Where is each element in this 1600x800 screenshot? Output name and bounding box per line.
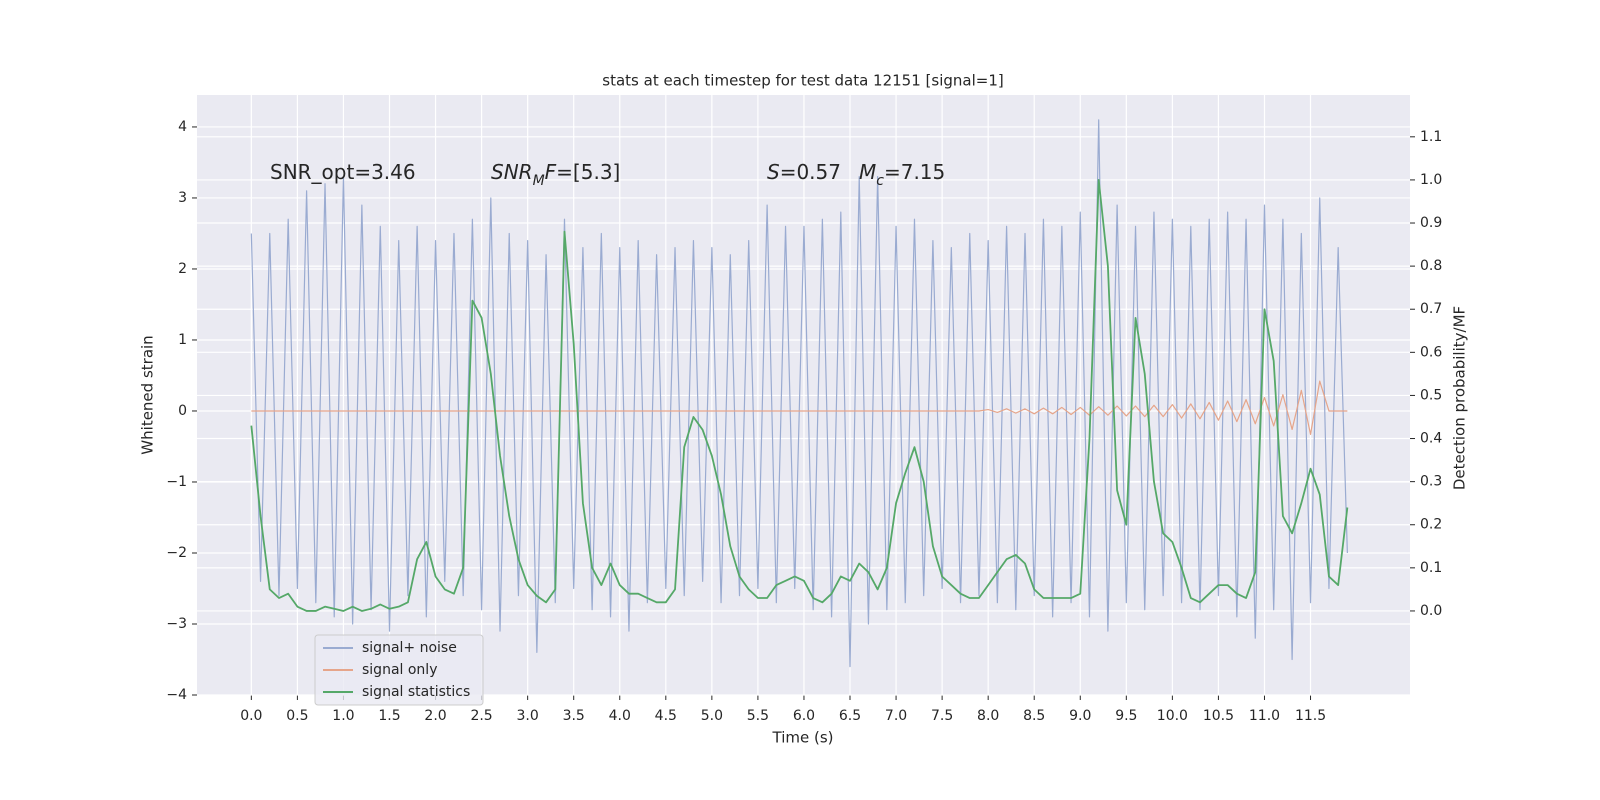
annotation: SNRMF=[5.3] bbox=[491, 160, 620, 190]
x-tick-label: 1.5 bbox=[378, 708, 400, 724]
series-line bbox=[251, 380, 1348, 436]
legend-label: signal+ noise bbox=[362, 640, 457, 656]
x-tick-label: 7.5 bbox=[931, 708, 953, 724]
x-tick-label: 3.0 bbox=[517, 708, 539, 724]
annotation: SNR_opt=3.46 bbox=[270, 160, 416, 184]
y-tick-label: −1 bbox=[166, 474, 187, 490]
y2-tick-label: 0.8 bbox=[1420, 258, 1442, 274]
y2-tick-label: 0.1 bbox=[1420, 560, 1442, 576]
x-tick-label: 1.0 bbox=[332, 708, 354, 724]
x-tick-label: 2.0 bbox=[424, 708, 446, 724]
x-tick-label: 7.0 bbox=[885, 708, 907, 724]
annotation-part: M bbox=[533, 173, 545, 189]
x-tick-label: 0.0 bbox=[240, 708, 262, 724]
x-tick-label: 0.5 bbox=[286, 708, 308, 724]
x-tick-label: 6.0 bbox=[793, 708, 815, 724]
series-line bbox=[250, 179, 1349, 612]
x-tick-label: 4.5 bbox=[655, 708, 677, 724]
x-tick-label: 4.0 bbox=[609, 708, 631, 724]
y2-tick-label: 0.5 bbox=[1420, 387, 1442, 403]
y2-tick-label: 0.9 bbox=[1420, 215, 1442, 231]
x-tick-label: 2.5 bbox=[470, 708, 492, 724]
y-tick-label: −4 bbox=[166, 687, 187, 703]
x-tick-label: 8.0 bbox=[977, 708, 999, 724]
legend-label: signal statistics bbox=[362, 684, 470, 700]
y2-tick-label: 0.0 bbox=[1420, 603, 1442, 619]
annotation-part: c bbox=[876, 173, 884, 189]
series-line bbox=[250, 119, 1348, 668]
y-axis-label: Whitened strain bbox=[139, 335, 157, 454]
y2-tick-label: 1.1 bbox=[1420, 129, 1442, 145]
y2-tick-label: 1.0 bbox=[1420, 172, 1442, 188]
annotation: Mc=7.15 bbox=[859, 160, 945, 190]
x-tick-label: 9.5 bbox=[1115, 708, 1137, 724]
chart-title: stats at each timestep for test data 121… bbox=[602, 72, 1003, 90]
annotation-part: =[5.3] bbox=[556, 160, 620, 184]
x-tick-label: 10.0 bbox=[1157, 708, 1188, 724]
annotation-part: F bbox=[545, 160, 557, 184]
y2-tick-label: 0.3 bbox=[1420, 474, 1442, 490]
annotation-part: S bbox=[767, 160, 780, 184]
legend-box bbox=[314, 634, 484, 706]
annotation-part: SNR bbox=[491, 160, 533, 184]
y2-tick-label: 0.2 bbox=[1420, 517, 1442, 533]
legend-label: signal only bbox=[362, 662, 437, 678]
x-tick-label: 10.5 bbox=[1203, 708, 1234, 724]
y-tick-label: 2 bbox=[178, 261, 187, 277]
x-tick-label: 11.5 bbox=[1295, 708, 1326, 724]
annotation-part: =0.57 bbox=[780, 160, 841, 184]
y-tick-label: 4 bbox=[178, 119, 187, 135]
annotation: S=0.57 bbox=[767, 160, 841, 184]
annotation-part: SNR_opt=3.46 bbox=[270, 160, 416, 184]
x-tick-label: 3.5 bbox=[563, 708, 585, 724]
y-tick-label: 1 bbox=[178, 332, 187, 348]
y-tick-label: 0 bbox=[178, 403, 187, 419]
annotation-part: =7.15 bbox=[884, 160, 945, 184]
x-tick-label: 5.5 bbox=[747, 708, 769, 724]
y2-tick-label: 0.7 bbox=[1420, 301, 1442, 317]
x-tick-label: 6.5 bbox=[839, 708, 861, 724]
y-tick-label: −3 bbox=[166, 616, 187, 632]
x-tick-label: 5.0 bbox=[701, 708, 723, 724]
y-tick-label: 3 bbox=[178, 190, 187, 206]
y2-tick-label: 0.4 bbox=[1420, 431, 1442, 447]
y2-tick-label: 0.6 bbox=[1420, 344, 1442, 360]
y2-axis-label: Detection probability/MF bbox=[1451, 306, 1469, 490]
x-axis-label: Time (s) bbox=[772, 729, 834, 747]
y-tick-label: −2 bbox=[166, 545, 187, 561]
x-tick-label: 11.0 bbox=[1249, 708, 1280, 724]
x-tick-label: 8.5 bbox=[1023, 708, 1045, 724]
annotation-part: M bbox=[859, 160, 876, 184]
x-tick-label: 9.0 bbox=[1069, 708, 1091, 724]
